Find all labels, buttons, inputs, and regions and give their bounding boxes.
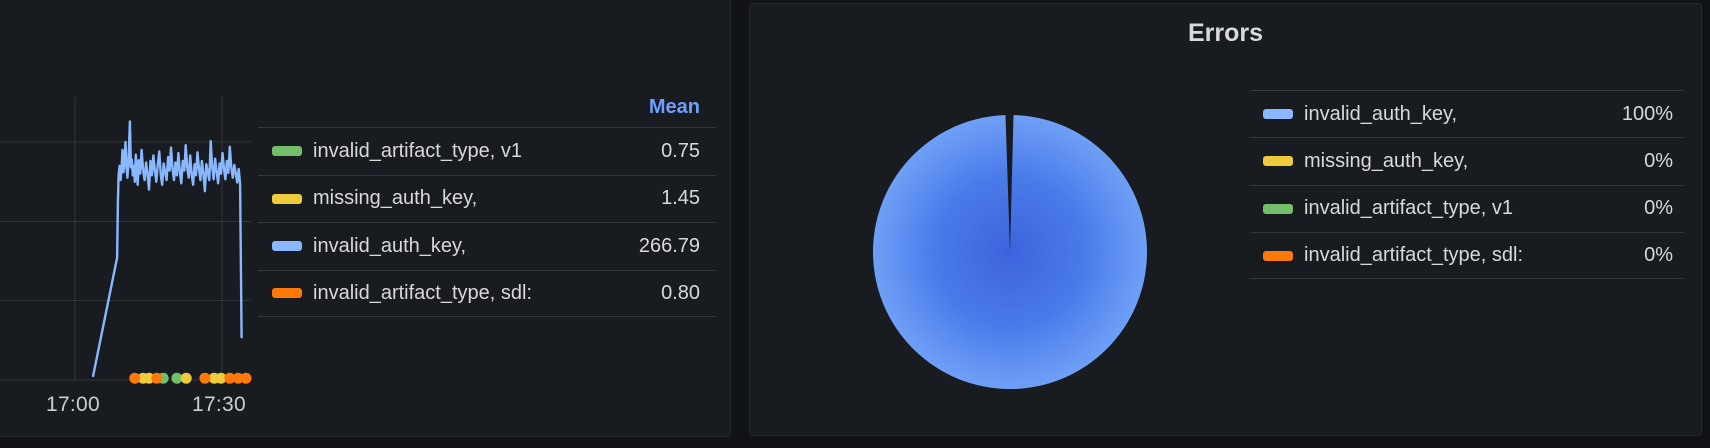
timeseries-legend: invalid_artifact_type, v1 0.75 missing_a… xyxy=(258,127,716,317)
series-color-swatch xyxy=(272,193,302,204)
legend-row-invalid-auth-key[interactable]: invalid_auth_key, 266.79 xyxy=(258,222,716,270)
legend-mean-value: 0.80 xyxy=(661,281,700,304)
legend-label: missing_auth_key, xyxy=(313,187,478,210)
series-color-swatch xyxy=(272,241,302,252)
legend-label: invalid_auth_key, xyxy=(1304,102,1458,125)
legend-mean-value: 0.75 xyxy=(661,139,700,162)
series-color-swatch xyxy=(1263,109,1293,120)
legend-row-invalid-artifact-type-sdl[interactable]: invalid_artifact_type, sdl: 0.80 xyxy=(258,269,716,317)
series-color-swatch xyxy=(1263,156,1293,167)
series-color-swatch xyxy=(1263,250,1293,261)
legend-mean-value: 1.45 xyxy=(661,187,700,210)
legend-mean-value: 266.79 xyxy=(638,234,700,257)
legend-row-missing-auth-key[interactable]: missing_auth_key, 1.45 xyxy=(258,174,716,223)
legend-row-invalid-artifact-type-v1[interactable]: invalid_artifact_type, v1 0.75 xyxy=(258,127,716,175)
legend-label: invalid_artifact_type, v1 xyxy=(1304,197,1514,220)
legend-mean-header[interactable]: Mean xyxy=(648,96,700,118)
pie-legend: invalid_auth_key, 100% missing_auth_key,… xyxy=(1251,90,1684,280)
timeseries-plot[interactable] xyxy=(0,0,258,448)
legend-label: invalid_artifact_type, sdl: xyxy=(313,281,533,304)
legend-row-invalid-artifact-type-v1[interactable]: invalid_artifact_type, v1 0% xyxy=(1251,184,1684,232)
legend-percent-value: 0% xyxy=(1644,149,1673,172)
errors-pie-panel: Errors invalid_auth_key, 100% missing_au… xyxy=(749,3,1702,436)
legend-percent-value: 100% xyxy=(1621,102,1673,125)
errors-pie-chart[interactable] xyxy=(872,114,1148,390)
legend-row-missing-auth-key[interactable]: missing_auth_key, 0% xyxy=(1251,137,1684,184)
legend-row-invalid-artifact-type-sdl[interactable]: invalid_artifact_type, sdl: 0% xyxy=(1251,231,1684,280)
legend-label: invalid_artifact_type, v1 xyxy=(313,139,523,162)
series-color-swatch xyxy=(1263,203,1293,214)
panel-title[interactable]: Errors xyxy=(1187,19,1264,47)
x-axis-tick-1700: 17:00 xyxy=(45,393,101,416)
x-axis-tick-1730: 17:30 xyxy=(191,393,247,416)
series-color-swatch xyxy=(272,288,302,299)
legend-label: missing_auth_key, xyxy=(1304,149,1469,172)
legend-label: invalid_auth_key, xyxy=(313,234,467,257)
legend-percent-value: 0% xyxy=(1644,244,1673,267)
legend-label: invalid_artifact_type, sdl: xyxy=(1304,244,1524,267)
pie-slice-gap xyxy=(1005,115,1014,252)
legend-row-invalid-auth-key[interactable]: invalid_auth_key, 100% xyxy=(1251,90,1684,137)
timeseries-panel: 17:00 17:30 Mean invalid_artifact_type, … xyxy=(0,0,731,437)
legend-percent-value: 0% xyxy=(1644,197,1673,220)
series-color-swatch xyxy=(272,146,302,157)
